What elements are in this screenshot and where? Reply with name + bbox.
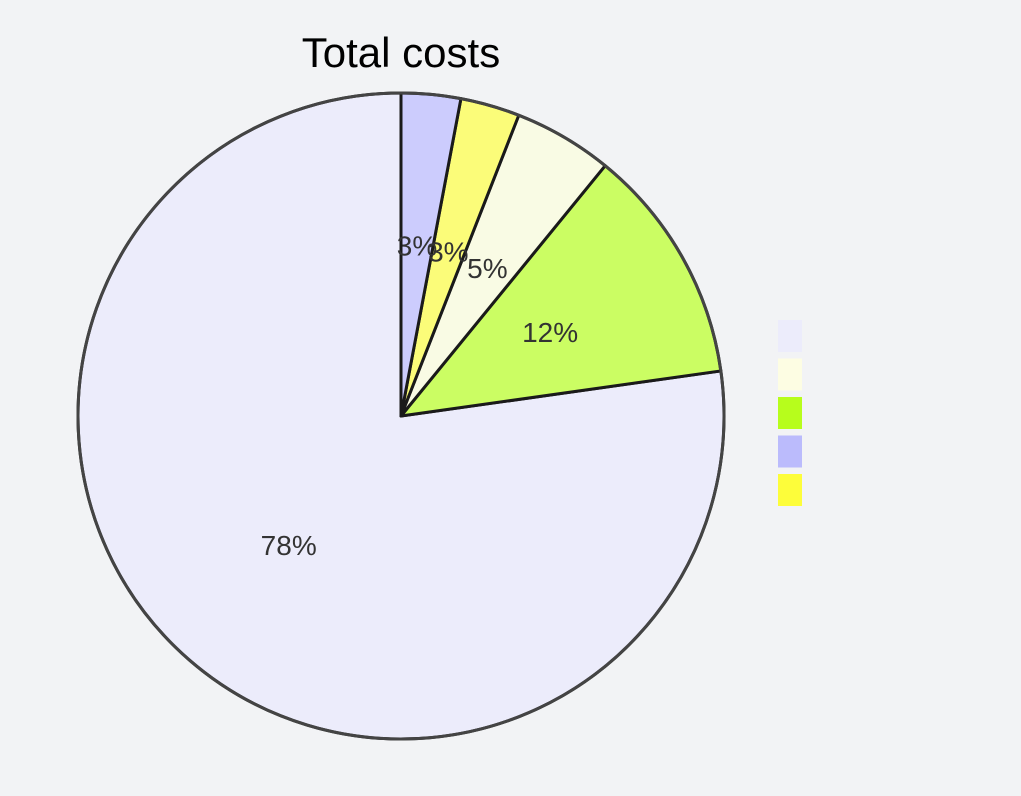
pie-outline (76, 91, 726, 741)
slice-label-1: 78% (261, 530, 317, 561)
legend-swatch-3 (778, 397, 802, 429)
slice-label-2: 12% (522, 317, 578, 348)
chart-title: Total costs (302, 29, 500, 76)
legend-swatch-5 (778, 474, 802, 506)
pie-slices (76, 91, 726, 741)
legend (778, 320, 802, 506)
slice-label-3: 5% (467, 253, 507, 284)
slice-label-5: 3% (397, 231, 437, 262)
legend-swatch-4 (778, 435, 802, 468)
slice-labels: 78%12%5%3%3% (261, 231, 578, 562)
legend-swatch-2 (778, 358, 802, 391)
legend-swatch-1 (778, 320, 802, 352)
slice-label-4: 3% (428, 237, 468, 268)
